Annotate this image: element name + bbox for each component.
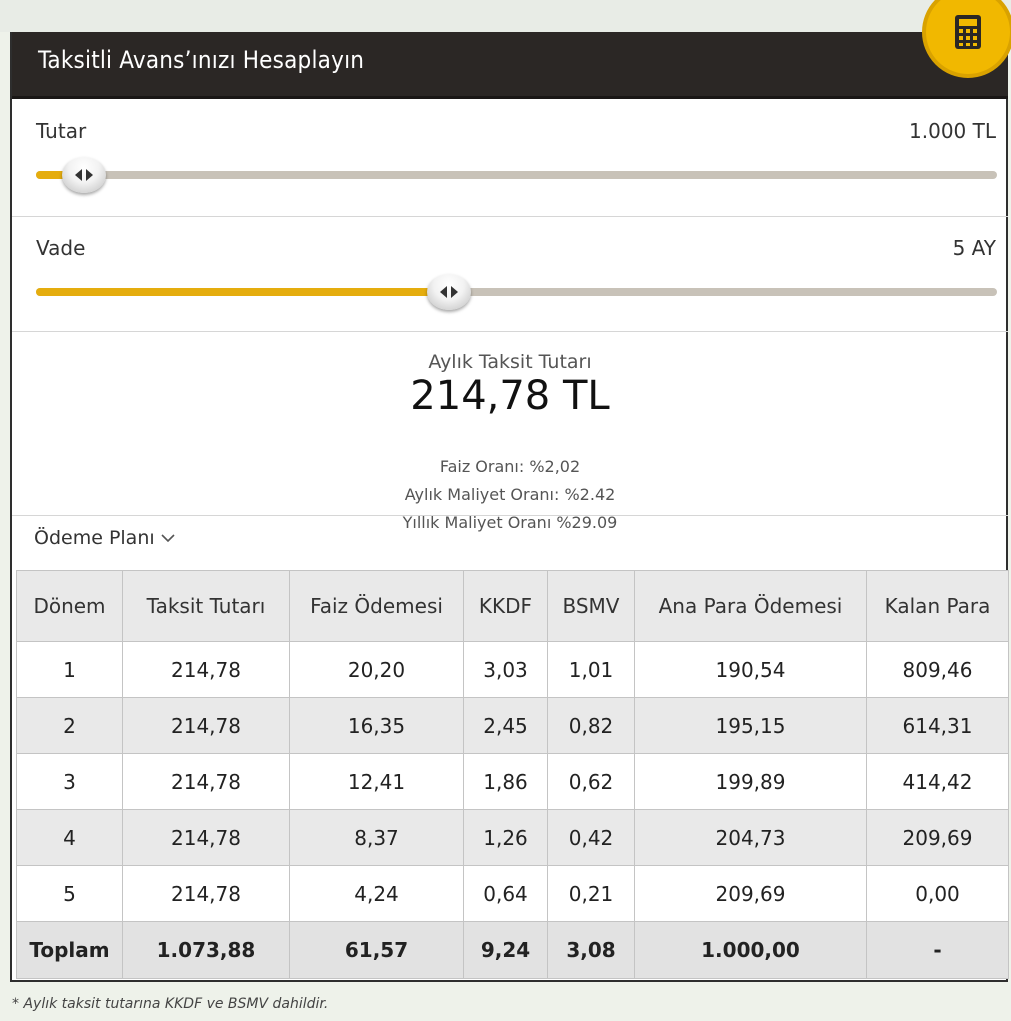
total-cell: - [866,921,1009,979]
table-cell: 2,45 [463,697,548,754]
total-cell: 9,24 [463,921,548,979]
table-cell: 614,31 [866,697,1009,754]
table-cell: 204,73 [634,809,867,866]
table-cell: 8,37 [289,809,464,866]
table-cell: 190,54 [634,641,867,698]
monthly-installment-summary: Aylık Taksit Tutarı 214,78 TL Faiz Oranı… [12,331,1008,532]
table-cell: 0,00 [866,865,1009,922]
table-cell: 5 [16,865,123,922]
table-total-row: Toplam 1.073,88 61,57 9,24 3,08 1.000,00… [16,921,1009,979]
payment-schedule-table: Dönem Taksit Tutarı Faiz Ödemesi KKDF BS… [16,570,1009,979]
term-slider-section: Vade 5 AY [12,216,1008,332]
page-title: Taksitli Avans’ınızı Hesaplayın [38,46,365,74]
column-header-installment: Taksit Tutarı [122,570,290,642]
column-header-principal: Ana Para Ödemesi [634,570,867,642]
table-cell: 809,46 [866,641,1009,698]
amount-value: 1.000 TL [909,119,996,143]
table-cell: 0,62 [547,753,635,810]
table-row: 1 214,78 20,20 3,03 1,01 190,54 809,46 [16,641,1009,698]
table-cell: 0,21 [547,865,635,922]
calculator-icon [955,15,981,49]
table-cell: 195,15 [634,697,867,754]
table-row: 5 214,78 4,24 0,64 0,21 209,69 0,00 [16,865,1009,922]
total-cell: 3,08 [547,921,635,979]
table-cell: 199,89 [634,753,867,810]
table-cell: 4 [16,809,123,866]
table-cell: 214,78 [122,697,290,754]
monthly-cost-rate-text: Aylık Maliyet Oranı: %2.42 [404,485,616,504]
calculator-header: Taksitli Avans’ınızı Hesaplayın [12,32,1008,99]
table-cell: 1,26 [463,809,548,866]
table-cell: 209,69 [634,865,867,922]
table-cell: 209,69 [866,809,1009,866]
table-row: 3 214,78 12,41 1,86 0,62 199,89 414,42 [16,753,1009,810]
interest-rate-text: Faiz Oranı: %2,02 [439,457,581,476]
table-cell: 2 [16,697,123,754]
table-cell: 3,03 [463,641,548,698]
drag-arrows-icon [440,286,459,298]
table-cell: 0,42 [547,809,635,866]
table-cell: 214,78 [122,753,290,810]
amount-label: Tutar [36,119,87,143]
table-cell: 16,35 [289,697,464,754]
table-cell: 12,41 [289,753,464,810]
term-slider-track[interactable] [36,274,997,310]
table-cell: 214,78 [122,641,290,698]
payment-plan-label: Ödeme Planı [34,527,155,549]
table-row: 4 214,78 8,37 1,26 0,42 204,73 209,69 [16,809,1009,866]
table-cell: 4,24 [289,865,464,922]
payment-plan-section: Ödeme Planı [12,516,1008,570]
table-cell: 20,20 [289,641,464,698]
column-header-interest: Faiz Ödemesi [289,570,464,642]
table-cell: 3 [16,753,123,810]
drag-arrows-icon [75,169,94,181]
amount-slider-handle[interactable] [62,157,107,193]
column-header-period: Dönem [16,570,123,642]
payment-plan-toggle[interactable]: Ödeme Planı [34,527,175,549]
total-cell: Toplam [16,921,123,979]
amount-slider-fill [36,171,85,179]
total-cell: 1.000,00 [634,921,867,979]
term-label: Vade [36,236,86,260]
amount-slider-track[interactable] [36,157,997,193]
table-cell: 0,82 [547,697,635,754]
table-cell: 414,42 [866,753,1009,810]
total-cell: 1.073,88 [122,921,290,979]
term-value: 5 AY [952,236,996,260]
table-cell: 214,78 [122,809,290,866]
column-header-bsmv: BSMV [547,570,635,642]
term-slider-fill [36,288,450,296]
monthly-installment-value: 214,78 TL [410,373,610,419]
table-cell: 1,01 [547,641,635,698]
table-cell: 1 [16,641,123,698]
amount-slider-section: Tutar 1.000 TL [12,99,1008,217]
table-cell: 214,78 [122,865,290,922]
table-cell: 1,86 [463,753,548,810]
chevron-down-icon [161,533,175,542]
loan-calculator-panel: Taksitli Avans’ınızı Hesaplayın Tutar 1.… [10,32,1009,982]
column-header-remaining: Kalan Para [866,570,1009,642]
table-header-row: Dönem Taksit Tutarı Faiz Ödemesi KKDF BS… [16,570,1009,642]
monthly-installment-label: Aylık Taksit Tutarı [428,351,592,373]
table-row: 2 214,78 16,35 2,45 0,82 195,15 614,31 [16,697,1009,754]
page-background-strip [0,0,1011,32]
term-slider-handle[interactable] [427,274,472,310]
footnote: * Aylık taksit tutarına KKDF ve BSMV dah… [12,996,329,1012]
table-cell: 0,64 [463,865,548,922]
total-cell: 61,57 [289,921,464,979]
annual-cost-rate-text: Yıllık Maliyet Oranı %29.09 [402,513,618,532]
column-header-kkdf: KKDF [463,570,548,642]
